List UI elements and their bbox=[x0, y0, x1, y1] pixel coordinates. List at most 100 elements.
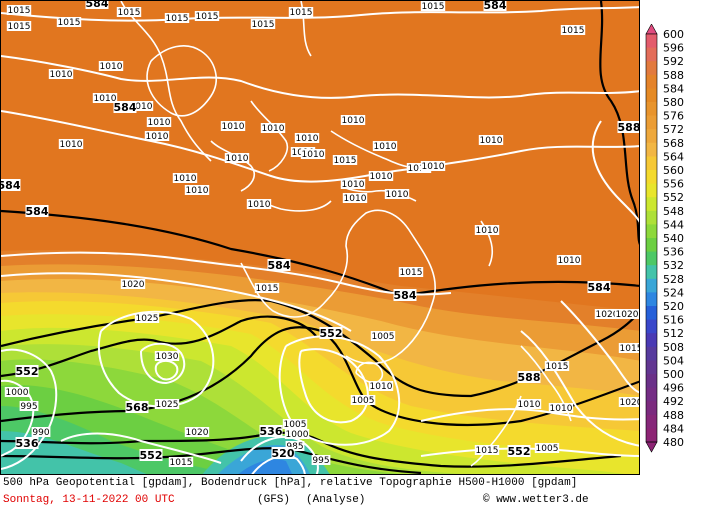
isobar-label: 1015 bbox=[170, 458, 193, 468]
legend-band bbox=[646, 129, 657, 144]
geopotential-label: 584 bbox=[1, 179, 21, 192]
color-legend: 600 596 592 588 584 580 576 572 568 564 560 556 552 5… bbox=[640, 23, 704, 464]
isobar-label: 1015 bbox=[334, 156, 357, 166]
geopotential-label-box bbox=[125, 401, 149, 413]
isobar-label: 1010 bbox=[550, 404, 573, 414]
isobar-label-box bbox=[48, 69, 74, 79]
isobar-label: 1010 bbox=[408, 164, 431, 174]
legend-label: 544 bbox=[663, 218, 684, 231]
legend-band bbox=[646, 333, 657, 348]
legend-band bbox=[646, 210, 657, 225]
isobar-label-box bbox=[56, 17, 82, 27]
isobar-label: 1000 bbox=[286, 430, 309, 440]
legend-label: 524 bbox=[663, 286, 684, 299]
legend-label: 516 bbox=[663, 314, 684, 327]
isobar-label: 1015 bbox=[290, 8, 313, 18]
geopotential-label: 584 bbox=[588, 281, 611, 294]
isobar-label-box bbox=[116, 7, 142, 17]
geopotential-label: 588 bbox=[518, 371, 541, 384]
legend-label: 548 bbox=[663, 205, 684, 218]
run-kind: (Analyse) bbox=[306, 494, 366, 506]
isobar-label: 1015 bbox=[8, 22, 31, 32]
isobar-label-box bbox=[168, 457, 194, 467]
geopotential-label: 568 bbox=[126, 401, 149, 414]
isobar-label: 1010 bbox=[370, 382, 393, 392]
legend-band bbox=[646, 251, 657, 266]
legend-label: 540 bbox=[663, 232, 684, 245]
legend-band bbox=[646, 183, 657, 198]
isobar-label-box bbox=[340, 115, 366, 125]
isobar-label: 1010 bbox=[50, 70, 73, 80]
isobar-label: 1015 bbox=[8, 6, 31, 16]
legend-top-arrow bbox=[645, 23, 658, 35]
isobar-label: 1030 bbox=[156, 352, 179, 362]
isobar-label-box bbox=[285, 441, 305, 451]
map-canvas: 1015 1015 1015 1015 1015 1015 1015 1015 1015 1010… bbox=[1, 1, 640, 474]
legend-band bbox=[646, 197, 657, 212]
legend-label: 596 bbox=[663, 42, 684, 55]
geopotential-label: 552 bbox=[508, 445, 531, 458]
geopotential-label: 584 bbox=[26, 205, 49, 218]
legend-band bbox=[646, 115, 657, 130]
geopotential-label: 584 bbox=[484, 1, 507, 12]
geopotential-label-box bbox=[517, 371, 541, 383]
isobar-label: 1010 bbox=[186, 186, 209, 196]
isobar-label-box bbox=[224, 153, 250, 163]
isobar-label: 990 bbox=[32, 428, 49, 438]
geopotential-label: 584 bbox=[114, 101, 137, 114]
map-description: 500 hPa Geopotential [gpdam], Bodendruck… bbox=[3, 477, 578, 489]
credit-link[interactable]: © www.wetter3.de bbox=[483, 494, 589, 506]
geopotential-label-box bbox=[85, 1, 109, 9]
isobar-label: 1025 bbox=[136, 314, 159, 324]
isobar-label-box bbox=[350, 395, 376, 405]
isobar-label: 1015 bbox=[546, 362, 569, 372]
legend-band bbox=[646, 306, 657, 321]
legend-band bbox=[646, 224, 657, 239]
isobar-label: 1010 bbox=[296, 134, 319, 144]
isobar-label-box bbox=[146, 117, 172, 127]
geopotential-label-box bbox=[113, 101, 137, 113]
isobar-label: 1015 bbox=[620, 344, 640, 354]
geopotential-label-box bbox=[393, 289, 417, 301]
isobar-label: 1020 bbox=[616, 310, 639, 320]
isobar-label-box bbox=[384, 189, 410, 199]
legend-label: 584 bbox=[663, 82, 684, 95]
isobar-label-box bbox=[4, 387, 30, 397]
legend-frame bbox=[645, 33, 658, 443]
isobar-label-box bbox=[6, 5, 32, 15]
legend-band bbox=[646, 156, 657, 171]
isobar-label: 1010 bbox=[302, 150, 325, 160]
isobar-label-box bbox=[282, 419, 308, 429]
isobar-label-box bbox=[250, 19, 276, 29]
geopotential-label: 552 bbox=[320, 327, 343, 340]
isobar-label: 1010 bbox=[60, 140, 83, 150]
geopotential-label: 584 bbox=[394, 289, 417, 302]
isobar-label: 1005 bbox=[352, 396, 375, 406]
isobar-label-box bbox=[406, 163, 432, 173]
legend-band bbox=[646, 142, 657, 157]
isobar-label-box bbox=[556, 255, 582, 265]
legend-band bbox=[646, 414, 657, 429]
isobar-label: 1020 bbox=[620, 398, 640, 408]
isobar-label-box bbox=[474, 445, 500, 455]
isobar-label: 1015 bbox=[252, 20, 275, 30]
legend-band bbox=[646, 292, 657, 307]
legend-label: 536 bbox=[663, 246, 684, 259]
legend-label: 500 bbox=[663, 368, 684, 381]
isobar-label-box bbox=[340, 179, 366, 189]
legend-band bbox=[646, 170, 657, 185]
isobar-label: 1015 bbox=[196, 12, 219, 22]
isobar-label-box bbox=[420, 1, 446, 11]
isobar-label: 985 bbox=[286, 442, 303, 452]
legend-label: 580 bbox=[663, 96, 684, 109]
isobar-label: 1015 bbox=[476, 446, 499, 456]
isobar-label-box bbox=[516, 399, 542, 409]
pressure-labels: 1015 1015 1015 1015 1015 1015 1015 1015 1015 1010… bbox=[4, 1, 640, 468]
isobar-label: 1010 bbox=[342, 180, 365, 190]
legend-band bbox=[646, 34, 657, 49]
isobar-label-box bbox=[420, 161, 446, 171]
isobar-label-box bbox=[311, 455, 331, 465]
geopotential-label-box bbox=[507, 445, 531, 457]
isobar-label: 1015 bbox=[166, 14, 189, 24]
isobar-label: 1010 bbox=[518, 400, 541, 410]
